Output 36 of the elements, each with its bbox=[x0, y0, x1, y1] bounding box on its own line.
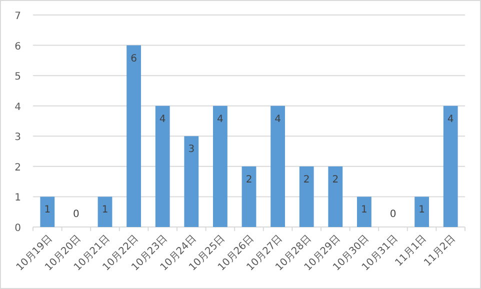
bar bbox=[98, 196, 112, 227]
data-label: 4 bbox=[274, 114, 281, 125]
data-label: 4 bbox=[217, 114, 224, 125]
data-label: 6 bbox=[130, 53, 137, 64]
data-label: 0 bbox=[390, 209, 396, 220]
data-label: 1 bbox=[44, 204, 51, 216]
y-tick-label: 4 bbox=[14, 102, 21, 113]
bar bbox=[443, 106, 458, 227]
y-tick-label: 7 bbox=[14, 11, 21, 22]
bar bbox=[40, 196, 55, 227]
bar bbox=[270, 106, 285, 227]
data-label: 4 bbox=[159, 114, 166, 125]
data-label: 3 bbox=[188, 144, 195, 156]
bar bbox=[184, 136, 199, 227]
bar bbox=[328, 166, 343, 227]
bar bbox=[213, 106, 228, 227]
bar bbox=[126, 45, 141, 227]
y-tick-label: 3 bbox=[14, 132, 21, 144]
y-tick-label: 6 bbox=[14, 41, 21, 52]
y-tick-label: 5 bbox=[14, 72, 21, 83]
y-tick-label: 0 bbox=[14, 223, 21, 234]
data-label: 1 bbox=[361, 204, 368, 216]
y-tick-label: 1 bbox=[14, 192, 21, 204]
bar bbox=[414, 196, 429, 227]
bar bbox=[155, 106, 170, 227]
data-label: 0 bbox=[73, 209, 80, 220]
bar bbox=[242, 166, 256, 227]
bar bbox=[357, 196, 372, 227]
data-label: 4 bbox=[447, 114, 454, 125]
data-label: 1 bbox=[102, 204, 108, 216]
data-label: 2 bbox=[303, 174, 310, 186]
data-label: 2 bbox=[332, 174, 339, 186]
data-label: 1 bbox=[418, 204, 425, 216]
bar bbox=[299, 166, 314, 227]
data-label: 2 bbox=[246, 174, 252, 186]
y-tick-label: 2 bbox=[14, 162, 21, 174]
